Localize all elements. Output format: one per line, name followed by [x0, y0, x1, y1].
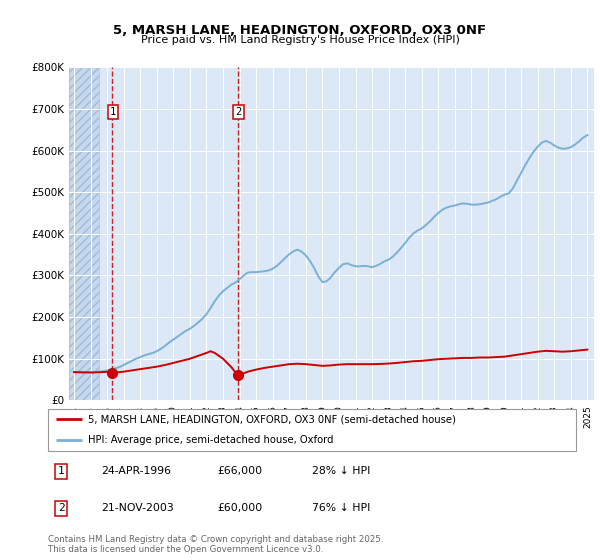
Text: £60,000: £60,000 [217, 503, 262, 513]
FancyBboxPatch shape [48, 409, 576, 451]
Text: 2: 2 [235, 107, 242, 117]
Text: 2: 2 [58, 503, 65, 513]
Text: 1: 1 [58, 466, 65, 476]
Text: 5, MARSH LANE, HEADINGTON, OXFORD, OX3 0NF (semi-detached house): 5, MARSH LANE, HEADINGTON, OXFORD, OX3 0… [88, 414, 455, 424]
Text: 1: 1 [110, 107, 116, 117]
Text: 28% ↓ HPI: 28% ↓ HPI [312, 466, 370, 476]
Text: £66,000: £66,000 [217, 466, 262, 476]
Text: HPI: Average price, semi-detached house, Oxford: HPI: Average price, semi-detached house,… [88, 435, 333, 445]
Text: 76% ↓ HPI: 76% ↓ HPI [312, 503, 370, 513]
Text: Price paid vs. HM Land Registry's House Price Index (HPI): Price paid vs. HM Land Registry's House … [140, 35, 460, 45]
Bar [69, 67, 99, 400]
Text: 5, MARSH LANE, HEADINGTON, OXFORD, OX3 0NF: 5, MARSH LANE, HEADINGTON, OXFORD, OX3 0… [113, 24, 487, 36]
Text: 21-NOV-2003: 21-NOV-2003 [101, 503, 173, 513]
Text: 24-APR-1996: 24-APR-1996 [101, 466, 171, 476]
Bar [69, 67, 99, 400]
Text: Contains HM Land Registry data © Crown copyright and database right 2025.
This d: Contains HM Land Registry data © Crown c… [48, 535, 383, 554]
